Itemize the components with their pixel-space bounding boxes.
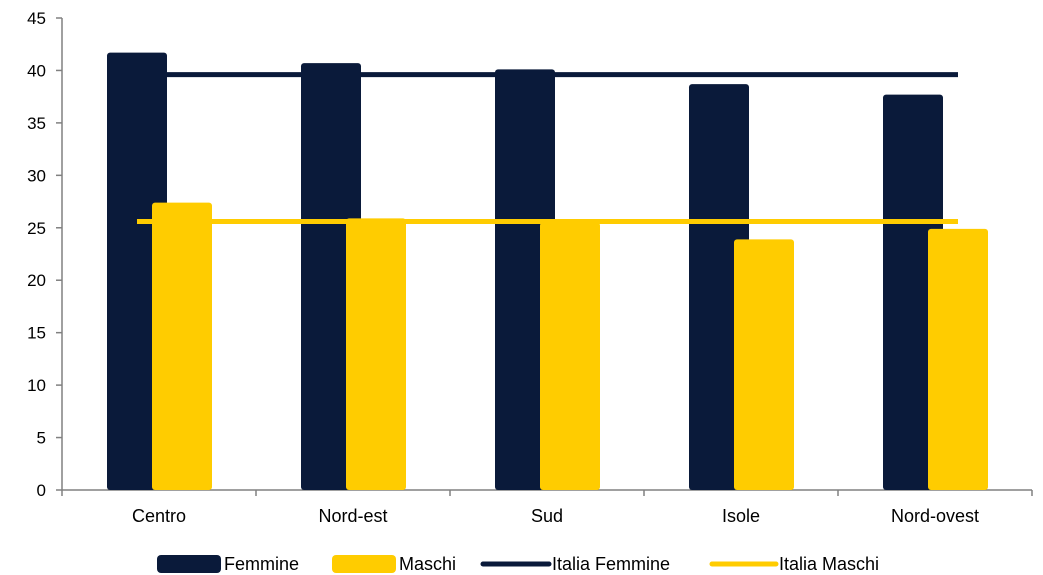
legend-swatch [157, 555, 221, 573]
y-tick-label: 35 [27, 114, 46, 133]
legend-item-italia-femmine: Italia Femmine [480, 554, 670, 574]
legend-label: Maschi [399, 554, 456, 574]
x-category-label: Sud [531, 506, 563, 526]
y-tick-label: 30 [27, 166, 46, 185]
y-tick-label: 15 [27, 324, 46, 343]
y-tick-label: 40 [27, 61, 46, 80]
y-tick-label: 45 [27, 9, 46, 28]
x-category-label: Centro [132, 506, 186, 526]
bar-maschi-centro [152, 202, 212, 491]
bar-maschi-nord-ovest [928, 228, 988, 490]
y-tick-label: 5 [37, 429, 46, 448]
x-axis [61, 489, 1033, 496]
bar-maschi-nord-est [346, 218, 406, 491]
bars [107, 52, 988, 491]
x-category-label: Nord-est [318, 506, 387, 526]
y-tick-label: 25 [27, 219, 46, 238]
y-tick-label: 20 [27, 271, 46, 290]
y-axis: 0 5 10 15 20 25 30 35 40 45 [27, 9, 63, 500]
legend-item-maschi: Maschi [332, 554, 456, 574]
y-tick-label: 10 [27, 376, 46, 395]
category-labels: Centro Nord-est Sud Isole Nord-ovest [132, 506, 979, 526]
x-category-label: Isole [722, 506, 760, 526]
reference-lines [137, 72, 958, 224]
bar-maschi-sud [540, 222, 600, 491]
legend: Femmine Maschi Italia Femmine Italia Maschi [157, 554, 879, 574]
legend-item-femmine: Femmine [157, 554, 299, 574]
x-category-label: Nord-ovest [891, 506, 979, 526]
legend-swatch [332, 555, 396, 573]
legend-label: Femmine [224, 554, 299, 574]
legend-label: Italia Femmine [552, 554, 670, 574]
bar-maschi-isole [734, 239, 794, 490]
legend-label: Italia Maschi [779, 554, 879, 574]
legend-item-italia-maschi: Italia Maschi [709, 554, 879, 574]
y-tick-label: 0 [37, 481, 46, 500]
